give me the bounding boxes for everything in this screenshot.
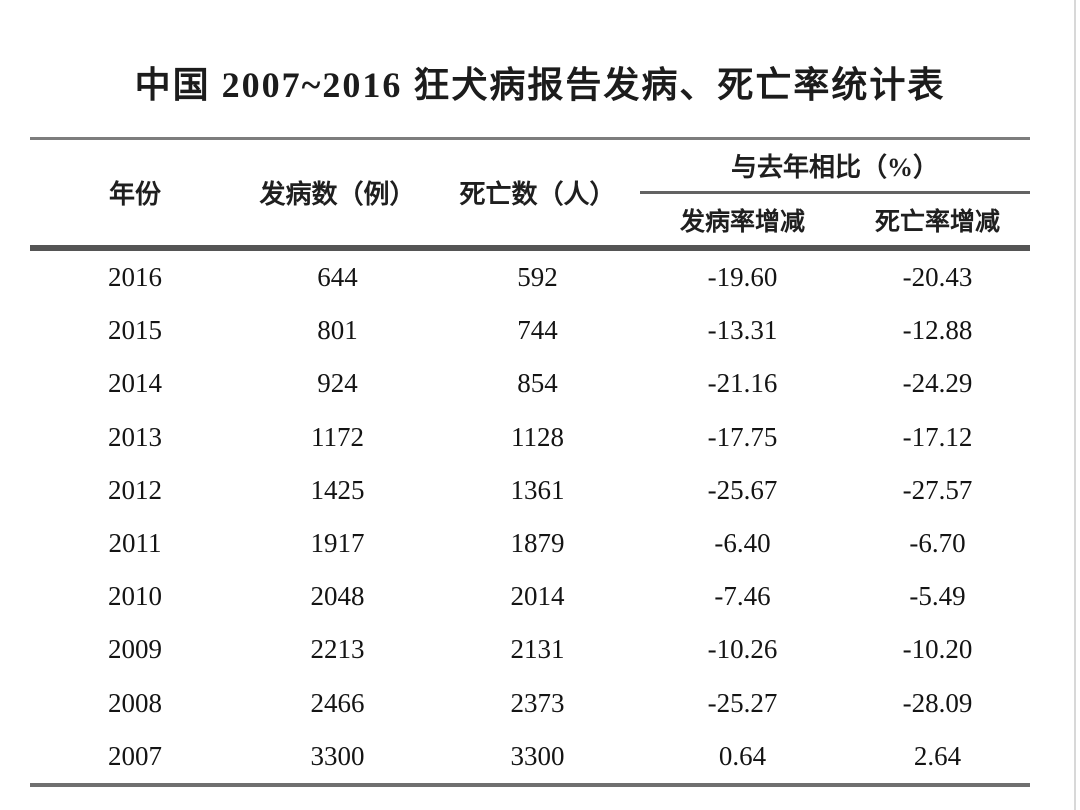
table-row: 2013 1172 1128 -17.75 -17.12 [30,411,1030,464]
col-header-mortality-change: 死亡率增减 [875,208,1001,236]
cell-mortality-change: 2.64 [913,740,962,771]
cell-cases: 1425 [310,474,365,505]
cell-cases: 2466 [310,687,365,718]
table-row: 2011 1917 1879 -6.40 -6.70 [30,517,1030,570]
cell-year: 2014 [108,368,162,399]
table-row: 2010 2048 2014 -7.46 -5.49 [30,570,1030,623]
cell-deaths: 3300 [510,740,565,771]
col-group-compare: 与去年相比（%） 发病率增减 死亡率增减 [640,140,1030,245]
cell-cases: 644 [317,262,358,293]
cell-deaths: 854 [517,368,558,399]
cell-cases: 1917 [310,528,365,559]
cell-mortality-change: -10.20 [902,634,973,665]
cell-mortality-change: -17.12 [902,421,973,452]
col-header-incidence-change: 发病率增减 [680,208,806,236]
table-title: 中国 2007~2016 狂犬病报告发病、死亡率统计表 [134,65,946,105]
cell-year: 2008 [108,687,162,718]
cell-year: 2015 [108,315,162,346]
table-row: 2015 801 744 -13.31 -12.88 [30,304,1030,357]
cell-deaths: 2131 [510,634,565,665]
col-group-compare-label: 与去年相比（%） [730,153,939,182]
cell-cases: 801 [317,315,358,346]
table-body: 2016 644 592 -19.60 -20.43 2015 801 744 … [30,251,1030,783]
cell-year: 2010 [108,581,162,612]
table-row: 2016 644 592 -19.60 -20.43 [30,251,1030,304]
cell-deaths: 592 [517,262,558,293]
bottom-rule-line [30,782,1030,787]
cell-mortality-change: -5.49 [909,581,966,612]
table-row: 2014 924 854 -21.16 -24.29 [30,357,1030,410]
col-header-deaths: 死亡数（人） [459,180,616,209]
sub-header-row: 发病率增减 死亡率增减 [640,194,1030,245]
cell-incidence-change: -17.75 [707,421,778,452]
col-header-cases: 发病数（例） [259,180,416,209]
cell-incidence-change: -7.46 [714,581,771,612]
table-row: 2008 2466 2373 -25.27 -28.09 [30,677,1030,730]
cell-mortality-change: -20.43 [902,262,973,293]
col-header-year: 年份 [108,180,161,209]
cell-cases: 3300 [310,740,365,771]
cell-year: 2013 [108,421,162,452]
cell-mortality-change: -27.57 [902,474,973,505]
header-rule-line [30,245,1030,251]
cell-deaths: 1128 [511,421,564,452]
cell-cases: 924 [317,368,358,399]
cell-incidence-change: -25.27 [707,687,778,718]
top-rule-line [30,137,1030,140]
cell-deaths: 1879 [510,528,565,559]
cell-deaths: 744 [517,315,558,346]
cell-incidence-change: 0.64 [718,740,767,771]
cell-year: 2009 [108,634,162,665]
cell-cases: 2048 [310,581,365,612]
statistics-table: 年份 发病数（例） 死亡数（人） 与去年相比（%） 发病率增减 死亡率增减 20… [30,137,1030,787]
cell-incidence-change: -13.31 [707,315,778,346]
cell-mortality-change: -28.09 [902,687,973,718]
cell-deaths: 1361 [510,474,565,505]
cell-deaths: 2014 [510,581,565,612]
cell-incidence-change: -10.26 [707,634,778,665]
table-row: 2009 2213 2131 -10.26 -10.20 [30,623,1030,676]
cell-mortality-change: -12.88 [902,315,973,346]
cell-year: 2012 [108,474,162,505]
cell-year: 2007 [108,740,162,771]
table-row: 2012 1425 1361 -25.67 -27.57 [30,464,1030,517]
right-edge-artifact-line [1074,0,1076,810]
cell-deaths: 2373 [510,687,565,718]
cell-year: 2016 [108,262,162,293]
cell-cases: 1172 [311,421,364,452]
cell-year: 2011 [108,528,162,559]
cell-mortality-change: -24.29 [902,368,973,399]
cell-incidence-change: -25.67 [707,474,778,505]
cell-incidence-change: -6.40 [714,528,771,559]
table-header: 年份 发病数（例） 死亡数（人） 与去年相比（%） 发病率增减 死亡率增减 [30,140,1030,245]
cell-incidence-change: -21.16 [707,368,778,399]
cell-mortality-change: -6.70 [909,528,966,559]
group-divider-line [640,191,1030,194]
table-row: 2007 3300 3300 0.64 2.64 [30,730,1030,783]
cell-cases: 2213 [310,634,365,665]
cell-incidence-change: -19.60 [707,262,778,293]
